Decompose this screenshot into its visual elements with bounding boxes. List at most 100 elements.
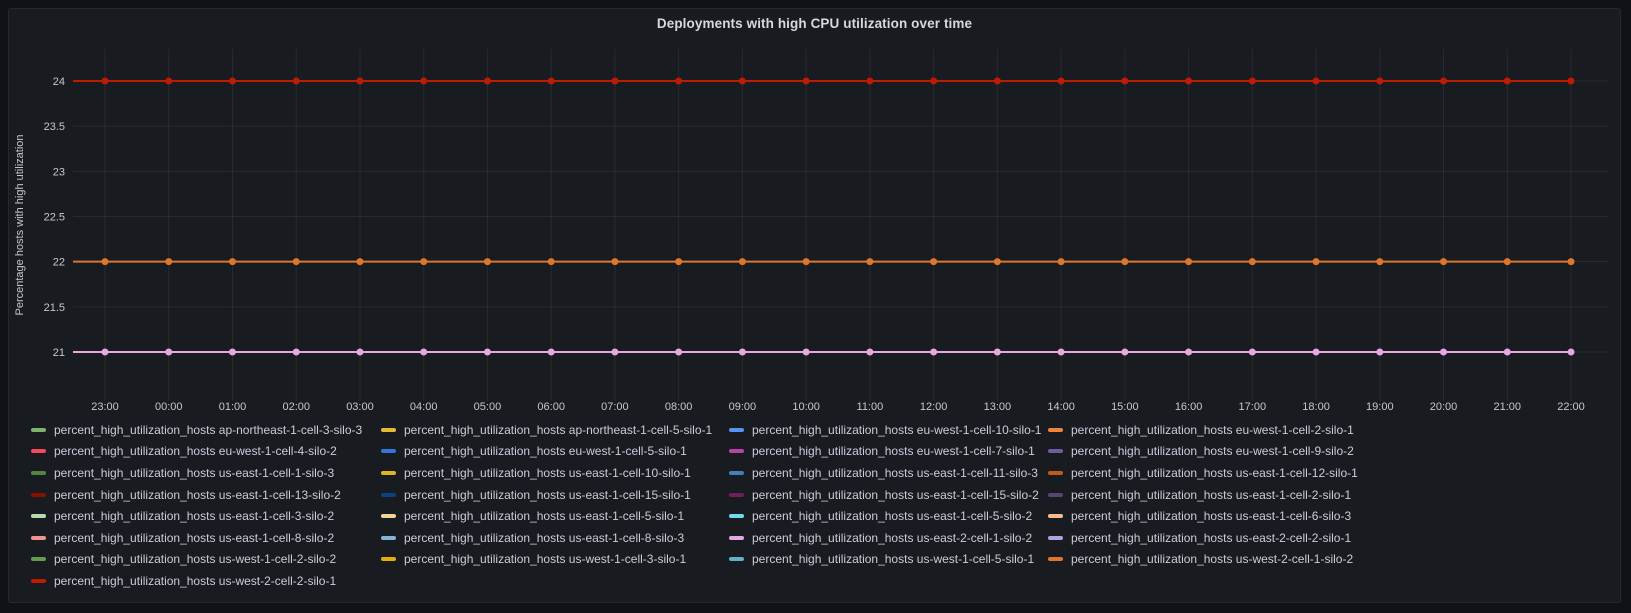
data-point: [930, 258, 938, 266]
legend-item[interactable]: percent_high_utilization_hosts us-west-2…: [31, 570, 381, 592]
data-point: [738, 348, 746, 356]
legend-item[interactable]: percent_high_utilization_hosts us-east-1…: [729, 484, 1048, 506]
legend-item[interactable]: percent_high_utilization_hosts us-east-1…: [31, 484, 381, 506]
data-point: [101, 77, 109, 85]
legend-label: percent_high_utilization_hosts us-west-2…: [54, 573, 337, 588]
x-tick-label: 04:00: [410, 401, 438, 413]
legend-item[interactable]: percent_high_utilization_hosts us-east-2…: [1048, 527, 1631, 549]
data-point: [228, 348, 236, 356]
legend-marker-icon: [31, 449, 46, 454]
data-point: [1121, 77, 1129, 85]
x-tick-label: 17:00: [1239, 401, 1267, 413]
legend-marker-icon: [1048, 427, 1063, 432]
x-tick-label: 13:00: [984, 401, 1012, 413]
data-point: [1121, 258, 1129, 266]
data-point: [483, 348, 491, 356]
legend-marker-icon: [381, 514, 396, 519]
x-tick-label: 07:00: [601, 401, 629, 413]
legend-marker-icon: [31, 514, 46, 519]
legend-item[interactable]: percent_high_utilization_hosts us-east-1…: [1048, 484, 1631, 506]
legend-label: percent_high_utilization_hosts ap-northe…: [404, 422, 713, 437]
legend-marker-icon: [729, 557, 744, 562]
legend-label: percent_high_utilization_hosts us-west-1…: [54, 552, 337, 567]
legend-item[interactable]: percent_high_utilization_hosts eu-west-1…: [729, 419, 1048, 441]
legend-marker-icon: [729, 514, 744, 519]
data-point: [611, 258, 619, 266]
legend-label: percent_high_utilization_hosts us-east-1…: [404, 509, 685, 524]
panel-title[interactable]: Deployments with high CPU utilization ov…: [656, 16, 973, 31]
data-point: [1503, 77, 1511, 85]
legend-marker-icon: [1048, 557, 1063, 562]
data-point: [930, 348, 938, 356]
y-tick-label: 21.5: [44, 302, 65, 314]
data-point: [1312, 348, 1320, 356]
legend-label: percent_high_utilization_hosts eu-west-1…: [752, 444, 1035, 459]
legend-item[interactable]: percent_high_utilization_hosts us-west-1…: [381, 549, 729, 571]
legend-marker-icon: [381, 470, 396, 475]
y-tick-label: 21: [53, 347, 65, 359]
data-point: [1185, 77, 1193, 85]
legend-label: percent_high_utilization_hosts ap-northe…: [54, 422, 363, 437]
data-point: [611, 77, 619, 85]
legend-label: percent_high_utilization_hosts us-east-2…: [1071, 530, 1352, 545]
data-point: [165, 77, 173, 85]
legend-item[interactable]: percent_high_utilization_hosts us-west-1…: [31, 549, 381, 571]
data-point: [1440, 348, 1448, 356]
legend-label: percent_high_utilization_hosts us-east-1…: [54, 509, 335, 524]
legend-item[interactable]: percent_high_utilization_hosts us-east-1…: [1048, 505, 1631, 527]
legend-marker-icon: [729, 492, 744, 497]
legend-item[interactable]: percent_high_utilization_hosts us-west-2…: [1048, 549, 1631, 571]
y-tick-label: 23.5: [44, 121, 65, 133]
data-point: [292, 77, 300, 85]
legend-item[interactable]: percent_high_utilization_hosts us-east-1…: [729, 505, 1048, 527]
legend-marker-icon: [381, 535, 396, 540]
legend-item[interactable]: percent_high_utilization_hosts us-east-1…: [1048, 462, 1631, 484]
legend-item[interactable]: percent_high_utilization_hosts us-east-1…: [31, 505, 381, 527]
data-point: [993, 348, 1001, 356]
legend-item[interactable]: percent_high_utilization_hosts us-east-1…: [381, 484, 729, 506]
data-point: [165, 258, 173, 266]
data-point: [1185, 258, 1193, 266]
legend-item[interactable]: percent_high_utilization_hosts us-east-1…: [31, 462, 381, 484]
x-tick-label: 19:00: [1366, 401, 1394, 413]
legend-item[interactable]: percent_high_utilization_hosts eu-west-1…: [1048, 419, 1631, 441]
data-point: [1057, 77, 1065, 85]
legend-item[interactable]: percent_high_utilization_hosts us-east-1…: [729, 462, 1048, 484]
data-point: [228, 258, 236, 266]
legend-label: percent_high_utilization_hosts eu-west-1…: [54, 444, 337, 459]
legend-label: percent_high_utilization_hosts us-east-1…: [1071, 487, 1352, 502]
data-point: [1121, 348, 1129, 356]
legend-item[interactable]: percent_high_utilization_hosts eu-west-1…: [31, 441, 381, 463]
legend-label: percent_high_utilization_hosts eu-west-1…: [752, 422, 1042, 437]
legend-marker-icon: [1048, 535, 1063, 540]
legend-item[interactable]: percent_high_utilization_hosts ap-northe…: [381, 419, 729, 441]
legend-item[interactable]: percent_high_utilization_hosts us-east-1…: [31, 527, 381, 549]
legend-item[interactable]: percent_high_utilization_hosts us-east-1…: [381, 505, 729, 527]
legend-marker-icon: [729, 470, 744, 475]
legend-label: percent_high_utilization_hosts us-east-1…: [1071, 509, 1352, 524]
data-point: [1567, 348, 1575, 356]
legend-label: percent_high_utilization_hosts us-east-1…: [404, 530, 685, 545]
legend-item[interactable]: percent_high_utilization_hosts eu-west-1…: [1048, 441, 1631, 463]
legend-marker-icon: [381, 557, 396, 562]
legend-item[interactable]: percent_high_utilization_hosts eu-west-1…: [381, 441, 729, 463]
legend-label: percent_high_utilization_hosts eu-west-1…: [404, 444, 687, 459]
data-point: [1248, 258, 1256, 266]
data-point: [292, 258, 300, 266]
legend-item[interactable]: percent_high_utilization_hosts us-east-1…: [381, 527, 729, 549]
legend-item[interactable]: percent_high_utilization_hosts us-east-1…: [381, 462, 729, 484]
legend-item[interactable]: percent_high_utilization_hosts us-west-1…: [729, 549, 1048, 571]
x-tick-label: 20:00: [1430, 401, 1458, 413]
legend-label: percent_high_utilization_hosts us-east-1…: [752, 465, 1038, 480]
legend-marker-icon: [31, 470, 46, 475]
x-tick-label: 11:00: [857, 401, 884, 413]
legend-item[interactable]: percent_high_utilization_hosts ap-northe…: [31, 419, 381, 441]
legend-item[interactable]: percent_high_utilization_hosts us-east-2…: [729, 527, 1048, 549]
x-tick-label: 23:00: [91, 401, 119, 413]
legend-label: percent_high_utilization_hosts us-east-1…: [752, 487, 1039, 502]
data-point: [420, 77, 428, 85]
data-point: [101, 348, 109, 356]
x-tick-label: 02:00: [282, 401, 310, 413]
legend-item[interactable]: percent_high_utilization_hosts eu-west-1…: [729, 441, 1048, 463]
data-point: [1567, 77, 1575, 85]
